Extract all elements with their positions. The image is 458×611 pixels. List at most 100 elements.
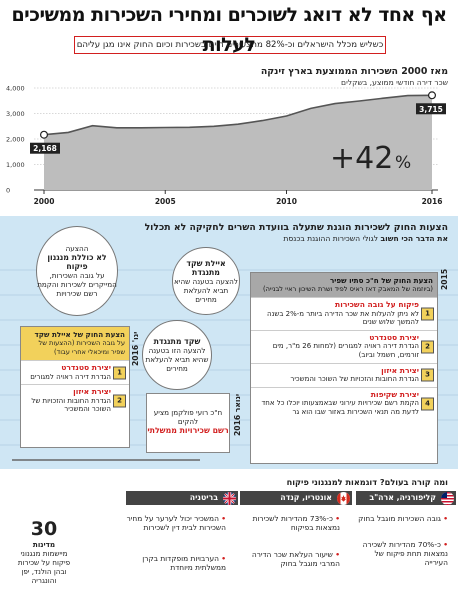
svg-text:2,168: 2,168 (33, 144, 57, 153)
doc-folkman-bill: ח"כ רועי פולקמן מציע להקים רשם שכירויות … (146, 393, 230, 453)
doc-shafir-section: 2 יצירת סטנדרט הגדרת דירה ראויה למגורים … (251, 329, 437, 363)
section-number: 2 (421, 340, 434, 354)
date-jan-2016: ינו' 2016 (131, 331, 140, 366)
x-tick-label: 2010 (276, 197, 297, 206)
bubble-shaked-bold: שקד מתנגדת (153, 337, 201, 346)
legislation-subtitle-bold: את הדבר הכי חשוב (380, 234, 449, 243)
country-bullet: • המשכיר יכול לערער על מחיר השכירות לבית… (126, 514, 226, 532)
bubble-ayelet-bold: איילת שקד מתנגדת (186, 258, 226, 277)
section-title: פיקוח על גובה השכירות (335, 300, 419, 309)
world-title-bold: ומה קורה בעולם? (379, 477, 448, 487)
subhead: כשליש מכלל הישראלים וכ-82% מהצעירים חיים… (74, 36, 386, 54)
section-text: הגדרת דירה ראויה למגורים (למחות 26 מ"ר, … (272, 342, 419, 359)
bullet-text: שיעור העלאת שכר הדירה המרבי מוגבל בחוק (251, 550, 340, 568)
canada-flag-icon (337, 492, 350, 505)
doc-shafir-head-sub: (ביוזמה של המאבק דאז ראיס לפיד ושרת השיכ… (263, 285, 433, 293)
doc-shaked-bill: הצעת החוק של איילת שקד על גובה השכירות (… (20, 326, 130, 448)
country-bullet: • כ-73% מהדירות לשכירות נמצאות בפיקוח (252, 514, 340, 532)
country-name: בריטניה (189, 493, 218, 502)
y-tick-label: 0 (6, 187, 10, 195)
start-value-label: 2,168 (30, 142, 60, 154)
chart-y-ticks: 4,000 3,000 2,000 1,000 0 (6, 85, 25, 195)
legislation-subtitle: את הדבר הכי חשוב לגולי השכירות ההוגנת בכ… (283, 234, 448, 243)
section-number: 1 (421, 307, 434, 321)
thirty-countries-callout: 30 מדינות מיישמות מנגנוני פיקוח על שכירו… (12, 518, 76, 585)
thirty-text: מיישמות מנגנוני פיקוח על שכירות ובהן הול… (17, 549, 71, 585)
chart-subtitle: שכר דירה חודשי ממוצע, בשקלים (341, 78, 448, 87)
bubble-ayelet-opposes: איילת שקד מתנגדת להצעה בטענה שהיא תביא ל… (172, 247, 240, 315)
doc-shaked-title: הצעת החוק של איילת שקד (34, 330, 125, 339)
rent-value-labels: 2,168 3,715 (30, 103, 446, 154)
rent-area (44, 95, 432, 190)
rent-line (43, 94, 433, 136)
doc-shafir-section: 1 פיקוח על גובה השכירות לא ניתן להעלות א… (251, 297, 437, 330)
bullet-text: המשכיר יכול לערער על מחיר השכירות לבית ד… (126, 514, 226, 532)
y-tick-label: 3,000 (6, 110, 25, 118)
section-title: יצירת סטנדרט (61, 363, 111, 372)
doc-folkman-text2: רשם שכירויות ממשלתי (147, 426, 229, 435)
country-header-ontario: אונטריו, קנדה (240, 491, 352, 505)
section-text: הקמת רשם שכירויות עירוני שבאמצעותו יוכלו… (261, 399, 419, 416)
section-title: יצירת איזון (381, 365, 419, 375)
chart-x-ticks: 2000 2005 2010 2016 (34, 189, 443, 206)
bubble-no-oversight-line1: ההצעה (65, 244, 89, 253)
doc-shafir-head: הצעת החוק של ח"כ סתיו שפיר (ביוזמה של המ… (251, 273, 437, 297)
us-flag-icon (441, 492, 454, 505)
bubble-no-oversight-bold: לא כוללת מנגנון פיקוח (47, 253, 107, 271)
rent-area-chart: 4,000 3,000 2,000 1,000 0 2000 2005 2010 2016 2… (6, 85, 446, 206)
bullet-text: גובה השכירות מוגבל בחוק (358, 514, 441, 523)
date-january-2016: ינואר 2016 (233, 393, 242, 436)
country-bullet: • הערבויות מופקדות בקרן ממשלתית מיוחדת (142, 554, 226, 572)
country-bullet: • כ-70% מהדירות לשכירה נמצאות תחת פיקוח … (362, 540, 448, 567)
y-tick-label: 1,000 (6, 161, 25, 169)
bubble-ayelet-rest: להצעה בטענה שהיא תביא להעלאת מחירים (174, 276, 238, 304)
bubble-shaked-rest: להצעה הזו בטענה שהיא תביא להעלאת מחירים (145, 346, 209, 373)
bubble-no-oversight: ההצעה לא כוללת מנגנון פיקוח על גובה השכי… (36, 226, 118, 316)
end-value-label: 3,715 (416, 103, 446, 115)
section-number: 3 (421, 368, 434, 382)
x-tick-label: 2005 (155, 197, 176, 206)
uk-flag-icon (223, 492, 236, 505)
change-label: +42 (330, 141, 393, 176)
y-tick-label: 4,000 (6, 85, 25, 93)
country-bullet: • שיעור העלאת שכר הדירה המרבי מוגבל בחוק (251, 550, 340, 568)
world-title-rest: דוגמאות למנגנוני פיקוח (286, 477, 378, 487)
doc-shaked-head: הצעת החוק של איילת שקד על גובה השכירות (… (21, 327, 129, 360)
y-tick-label: 2,000 (6, 136, 25, 144)
doc-shafir-section: 3 יצירת איזון הגדרת החובות והזכויות של ה… (251, 362, 437, 387)
thirty-label: מדינות (32, 540, 56, 549)
doc-shafir-bill: הצעת החוק של ח"כ סתיו שפיר (ביוזמה של המ… (250, 272, 438, 464)
doc-shafir-title: הצעת החוק של ח"כ סתיו שפיר (329, 276, 433, 285)
bullet-text: הערבויות מופקדות בקרן ממשלתית מיוחדת (142, 554, 226, 572)
doc-shafir-section: 4 יצירת שקיפות הקמת רשם שכירויות עירוני … (251, 386, 437, 420)
doc-folkman-text1: ח"כ רועי פולקמן מציע להקים (153, 408, 223, 426)
doc-shaked-head-sub: על גובה השכירות (ההצעות של שפיר ומיכאלי … (38, 339, 125, 356)
thirty-number: 30 (30, 518, 58, 540)
date-2015: 2015 (440, 268, 449, 290)
section-number: 4 (421, 397, 434, 411)
section-title: יצירת איזון (73, 387, 111, 397)
legislation-subtitle-rest: לגולי השכירות ההוגנת בכנסת (283, 234, 379, 243)
change-unit: % (395, 153, 411, 173)
section-text: לא ניתן להעלות את שכר הדירה ביותר מ-2% ב… (267, 309, 419, 327)
doc-shaked-section: 2 יצירת איזון הגדרת החובות והזכויות של ה… (21, 384, 129, 417)
section-number: 2 (113, 394, 126, 408)
bullet-text: כ-73% מהדירות לשכירות נמצאות בפיקוח (252, 514, 340, 532)
bubble-no-oversight-rest: על גובה השכירות, המייקרים לשכירות והקמת … (37, 271, 117, 298)
end-point (428, 91, 437, 100)
country-name: אונטריו, קנדה (280, 493, 332, 502)
start-point (39, 130, 48, 139)
country-bullet: • גובה השכירות מוגבל בחוק (358, 514, 448, 523)
section-title: יצירת שקיפות (370, 389, 419, 399)
section-title: יצירת סטנדרט (369, 332, 419, 342)
bubble-shaked-opposes: שקד מתנגדת להצעה הזו בטענה שהיא תביא להע… (142, 320, 212, 390)
rent-points (39, 91, 437, 139)
x-tick-label: 2016 (422, 197, 443, 206)
country-header-california: קליפורניה, ארה"ב (356, 491, 456, 505)
chart-title: מאז 2000 השכירות הממוצעת בארץ זינקה (260, 66, 448, 77)
country-header-uk: בריטניה (126, 491, 238, 505)
world-title: ומה קורה בעולם? דוגמאות למנגנוני פיקוח (287, 477, 448, 487)
section-text: הגדרת החובות והזכויות של השוכר והמשכיר (31, 396, 111, 414)
headline: אף אחד לא דואג לשוכרים ומחירי השכירות ממ… (11, 4, 447, 56)
doc-shaked-section: 1 יצירת סטנדרט הגדרת דירה ראויה למגורים (21, 360, 129, 384)
